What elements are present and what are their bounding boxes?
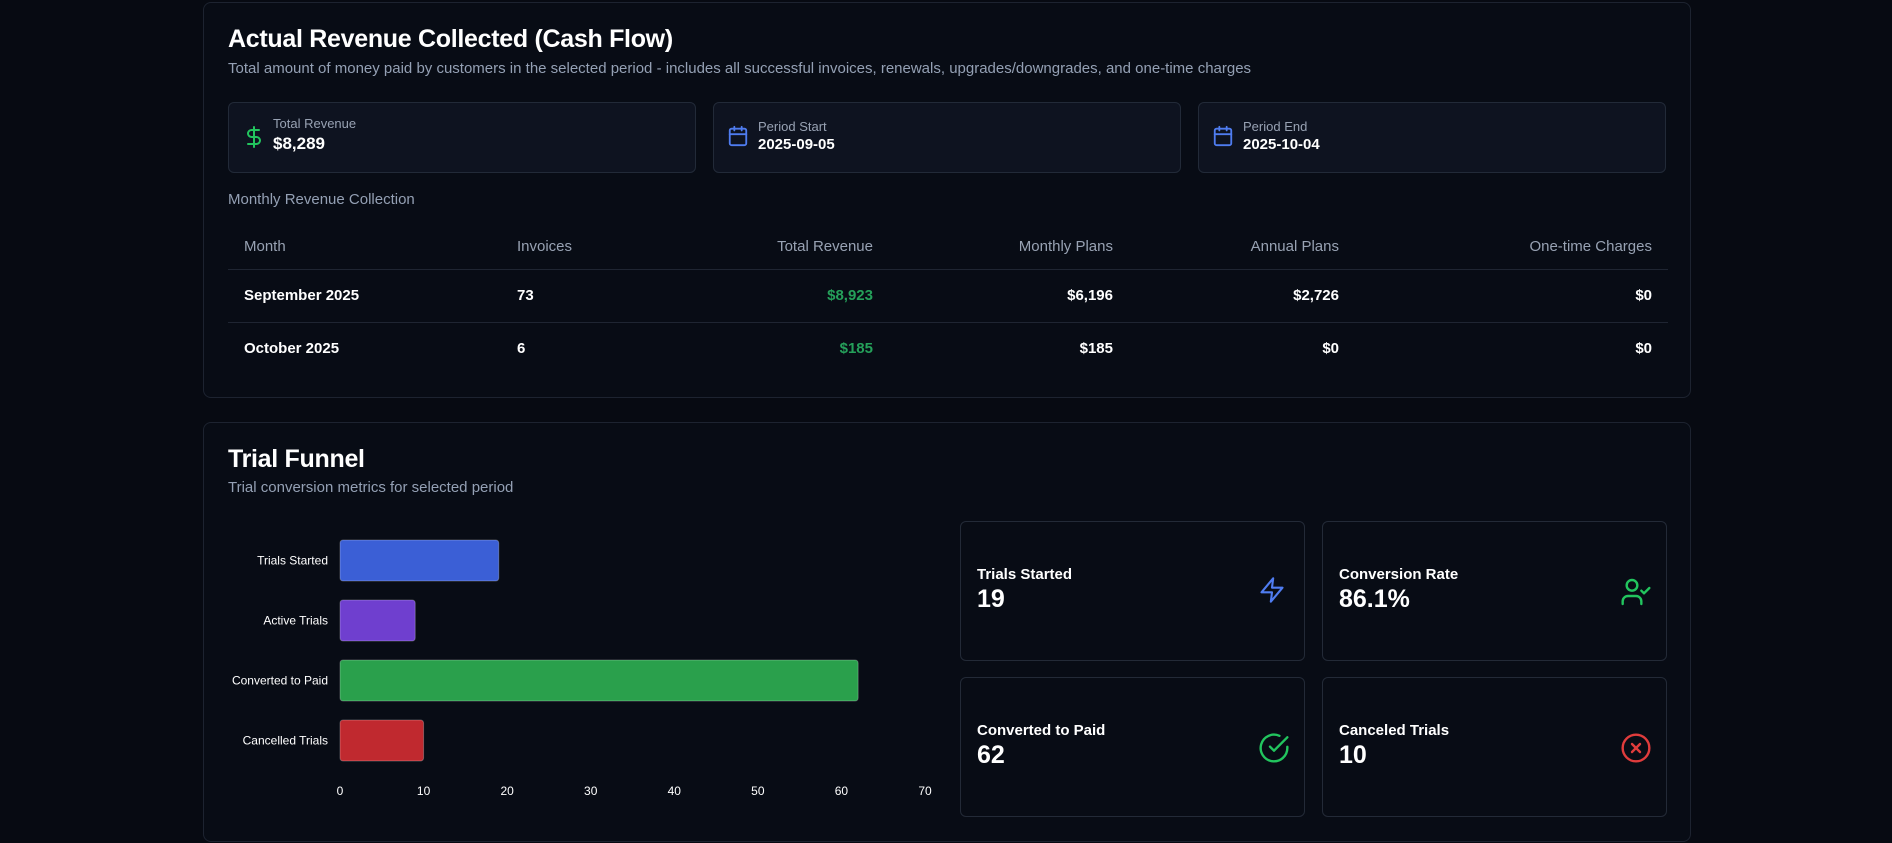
cell-monthly-plans: $185 [1079,340,1113,358]
x-tick-label: 40 [668,784,682,798]
period-start-value: 2025-09-05 [758,136,835,153]
dollar-icon [242,125,266,149]
cell-total-revenue: $8,923 [671,269,889,323]
column-header-invoices: Invoices [501,225,671,270]
trial-funnel-card: Trial Funnel Trial conversion metrics fo… [203,422,1691,842]
canceled-label: Canceled Trials [1339,722,1450,739]
monthly-revenue-label: Monthly Revenue Collection [228,191,415,208]
converted-to-paid-card: Converted to Paid 62 [960,677,1305,817]
revenue-card: Actual Revenue Collected (Cash Flow) Tot… [203,2,1691,398]
canceled-value: 10 [1339,741,1367,769]
cell-month: October 2025 [244,340,340,358]
x-tick-label: 30 [584,784,598,798]
period-start-stat: Period Start 2025-09-05 [713,102,1181,173]
conversion-rate-value: 86.1% [1339,585,1410,613]
category-label: Converted to Paid [232,674,328,688]
x-tick-label: 20 [500,784,514,798]
cell-total-revenue: $185 [839,340,873,358]
trial-funnel-chart: Trials Started Active Trials Converted to … [232,539,932,798]
trials-started-value: 19 [977,585,1005,613]
bar-cancelled-trials[interactable] [339,719,425,762]
cell-one-time-charges: $0 [1355,269,1668,323]
x-tick-label: 60 [835,784,849,798]
revenue-subtitle: Total amount of money paid by customers … [228,60,1252,77]
period-start-label: Period Start [758,119,827,134]
x-tick-label: 10 [417,784,431,798]
user-check-icon [1620,576,1652,608]
trials-started-label: Trials Started [977,566,1073,583]
category-label: Trials Started [257,554,328,568]
calendar-icon [1212,125,1236,149]
bar-converted-to-paid[interactable] [339,659,859,702]
cell-annual-plans: $2,726 [1129,269,1355,323]
table-header-row: Month Invoices Total Revenue Monthly Pla… [228,225,1668,270]
converted-label: Converted to Paid [977,722,1106,739]
converted-value: 62 [977,741,1005,769]
bar-active-trials[interactable] [339,599,416,642]
calendar-icon [727,125,751,149]
period-end-stat: Period End 2025-10-04 [1198,102,1666,173]
trials-started-card: Trials Started 19 [960,521,1305,661]
column-header-month: Month [228,225,501,270]
x-circle-icon [1620,732,1652,764]
period-end-value: 2025-10-04 [1243,136,1320,153]
cell-one-time-charges: $0 [1635,340,1652,358]
cell-annual-plans: $0 [1322,340,1339,358]
funnel-title: Trial Funnel [228,445,365,473]
column-header-annual-plans: Annual Plans [1129,225,1355,270]
column-header-one-time-charges: One-time Charges [1355,225,1668,270]
cell-month: September 2025 [228,269,501,323]
x-tick-label: 70 [918,784,932,798]
canceled-trials-card: Canceled Trials 10 [1322,677,1667,817]
column-header-total-revenue: Total Revenue [671,225,889,270]
period-end-label: Period End [1243,119,1308,134]
category-label: Active Trials [263,614,328,628]
conversion-rate-card: Conversion Rate 86.1% [1322,521,1667,661]
column-header-monthly-plans: Monthly Plans [889,225,1129,270]
lightning-icon [1258,576,1290,608]
table-row: October 2025 6 $185 $185 $0 $0 [228,322,1668,375]
cell-invoices: 6 [517,340,526,358]
check-circle-icon [1258,732,1290,764]
cell-invoices: 73 [501,269,671,323]
total-revenue-value: $8,289 [273,134,325,153]
cell-monthly-plans: $6,196 [889,269,1129,323]
monthly-revenue-table: Month Invoices Total Revenue Monthly Pla… [228,225,1668,375]
funnel-subtitle: Trial conversion metrics for selected pe… [228,479,514,496]
bar-trials-started[interactable] [339,539,500,582]
x-tick-label: 50 [751,784,765,798]
conversion-rate-label: Conversion Rate [1339,566,1459,583]
total-revenue-label: Total Revenue [273,116,357,131]
table-row: September 2025 73 $8,923 $6,196 $2,726 $… [228,269,1668,323]
total-revenue-stat: Total Revenue $8,289 [228,102,696,173]
x-tick-label: 0 [337,784,344,798]
revenue-title: Actual Revenue Collected (Cash Flow) [228,25,673,53]
category-label: Cancelled Trials [243,734,328,748]
